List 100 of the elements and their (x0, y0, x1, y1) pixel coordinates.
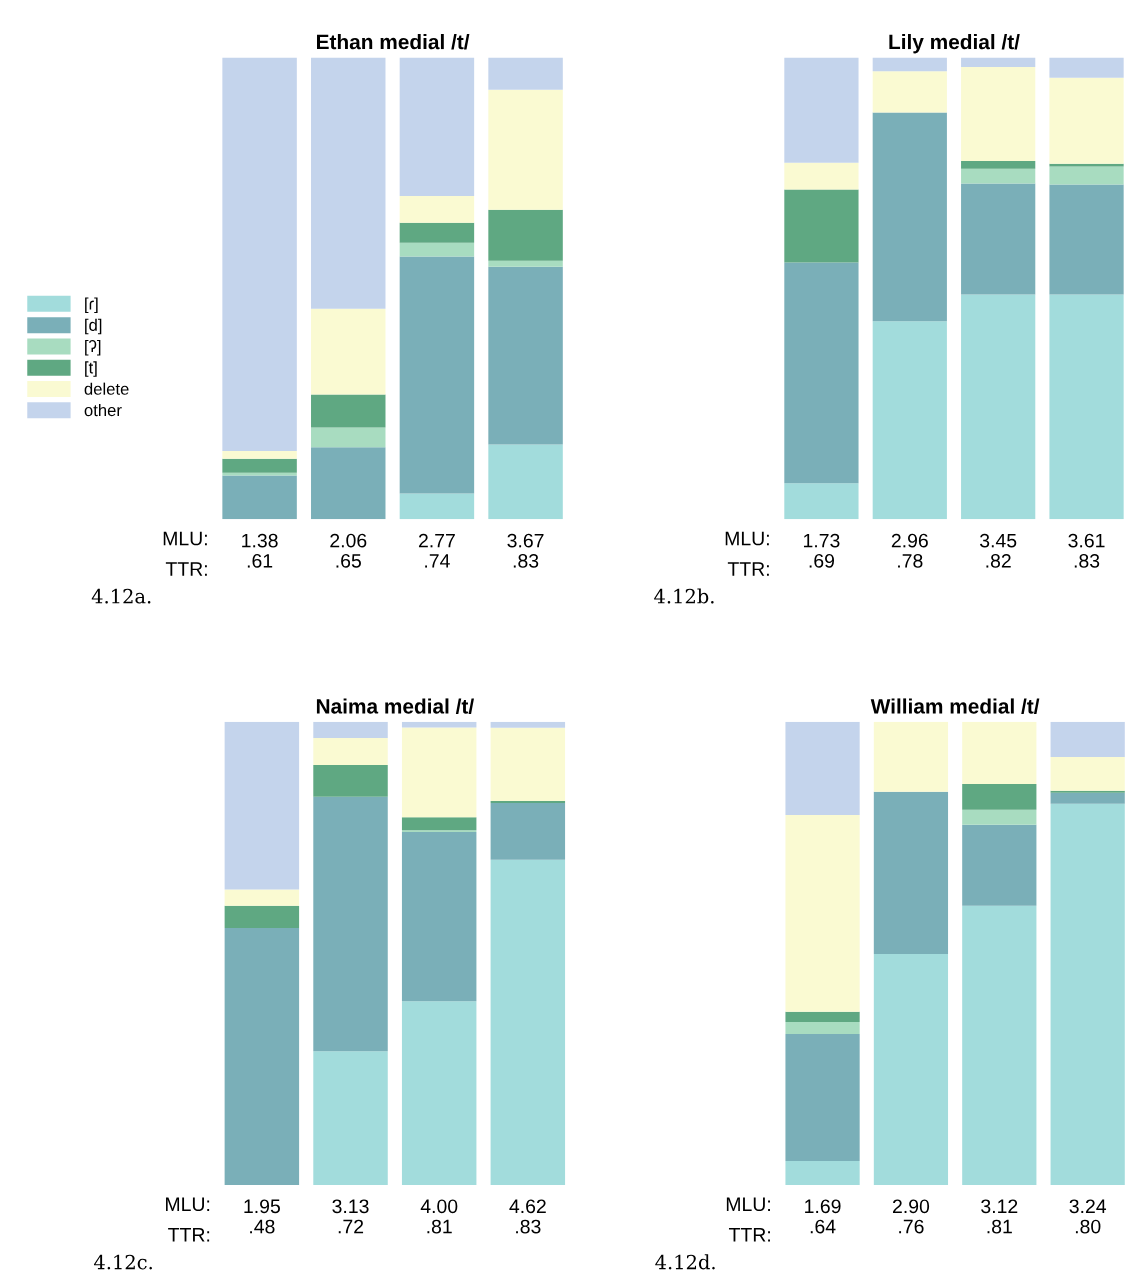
bar (1049, 57, 1124, 78)
x-tick-label: 3.67 .83 (507, 533, 544, 568)
bar (961, 57, 1036, 68)
bar (784, 483, 859, 520)
bar (872, 57, 947, 72)
bar (1050, 757, 1125, 791)
x-tick-label: 3.12 .81 (981, 1199, 1018, 1234)
x-tick-label: 1.69 .64 (805, 1199, 841, 1234)
bar (224, 721, 300, 890)
bar (873, 721, 949, 792)
x-tick-label: 2.06 .65 (330, 533, 367, 568)
bar (961, 183, 1036, 295)
text: TTR: (168, 1228, 210, 1242)
text: 4.12a. (91, 588, 151, 604)
bar (1050, 803, 1125, 1186)
bar (224, 889, 300, 906)
x-tick-label: 2.96 .78 (891, 533, 928, 568)
legend-label: other (84, 403, 122, 417)
x-tick-label: 3.61 .83 (1068, 533, 1105, 568)
bar (313, 796, 388, 1052)
bar (785, 721, 860, 815)
text: TTR: (728, 1228, 770, 1242)
bar (488, 57, 563, 90)
text: TTR: (165, 562, 207, 576)
bar (490, 721, 566, 728)
bar (399, 242, 475, 257)
bar (785, 1034, 860, 1161)
bar (399, 57, 475, 196)
bar (962, 905, 1037, 1186)
bar (873, 791, 949, 954)
bar (401, 817, 477, 831)
bar (488, 444, 563, 520)
legend-label: [t] (85, 361, 97, 377)
bar (1049, 184, 1124, 295)
text: 4.12c. (94, 1254, 152, 1270)
bar (224, 905, 300, 928)
bar (488, 260, 563, 267)
bar (962, 809, 1037, 825)
bar (872, 71, 947, 113)
x-tick-label: 4.62 .83 (509, 1199, 546, 1234)
bar (224, 927, 300, 1186)
bar (488, 89, 563, 210)
bar (784, 189, 859, 263)
bar (873, 953, 949, 1186)
bar (399, 256, 475, 494)
bar (313, 1051, 388, 1186)
x-tick-label: 2.90 .76 (892, 1199, 930, 1234)
legend-label: [ɾ] (85, 297, 98, 313)
bar (961, 168, 1036, 184)
legend-label: delete (84, 382, 129, 395)
bar (313, 764, 388, 797)
bar (222, 475, 297, 520)
bar (222, 450, 297, 459)
bar (313, 721, 388, 739)
bar (399, 195, 475, 223)
bar (311, 447, 386, 520)
bar (311, 308, 386, 395)
text: TTR: (727, 562, 769, 576)
x-tick-label: 1.38 .61 (242, 533, 278, 568)
chart-title: Ethan medial /t/ (317, 33, 470, 50)
bar (1050, 721, 1125, 758)
bar (313, 738, 388, 765)
bar (490, 859, 566, 1186)
bar (784, 162, 859, 190)
bar (1049, 166, 1124, 185)
bar (1049, 294, 1124, 520)
bar (401, 727, 477, 818)
bar (222, 458, 297, 473)
text: 4.12b. (654, 588, 714, 604)
bar (961, 160, 1036, 169)
x-tick-label: 4.00 .81 (420, 1199, 458, 1234)
bar (399, 493, 475, 520)
bar (962, 721, 1037, 784)
bar (490, 727, 566, 802)
chart-title: William medial /t/ (870, 698, 1040, 714)
bar (872, 112, 947, 322)
text: MLU: (726, 1197, 770, 1212)
x-tick-label: 1.73 .69 (803, 533, 840, 568)
legend-label: [d] (85, 318, 102, 335)
bar (1049, 77, 1124, 164)
x-tick-label: 2.77 .74 (418, 533, 455, 568)
bar (401, 832, 477, 1002)
chart-title: Lily medial /t/ (889, 33, 1020, 54)
bar (488, 209, 563, 261)
chart-title: Naima medial /t/ (316, 698, 474, 714)
bar (785, 1011, 860, 1022)
bar (399, 222, 475, 243)
legend-label: [ʔ] (85, 340, 101, 356)
text: MLU: (163, 531, 207, 546)
text: MLU: (166, 1197, 210, 1212)
x-tick-label: 3.24 .80 (1069, 1199, 1107, 1234)
bar (962, 824, 1037, 906)
bar (490, 802, 566, 860)
bar (784, 262, 859, 484)
bar (784, 57, 859, 163)
bar (785, 1160, 860, 1186)
text: 4.12d. (655, 1254, 715, 1270)
bar (785, 814, 860, 1012)
x-tick-label: 1.95 .48 (244, 1199, 280, 1234)
bar (961, 294, 1036, 520)
